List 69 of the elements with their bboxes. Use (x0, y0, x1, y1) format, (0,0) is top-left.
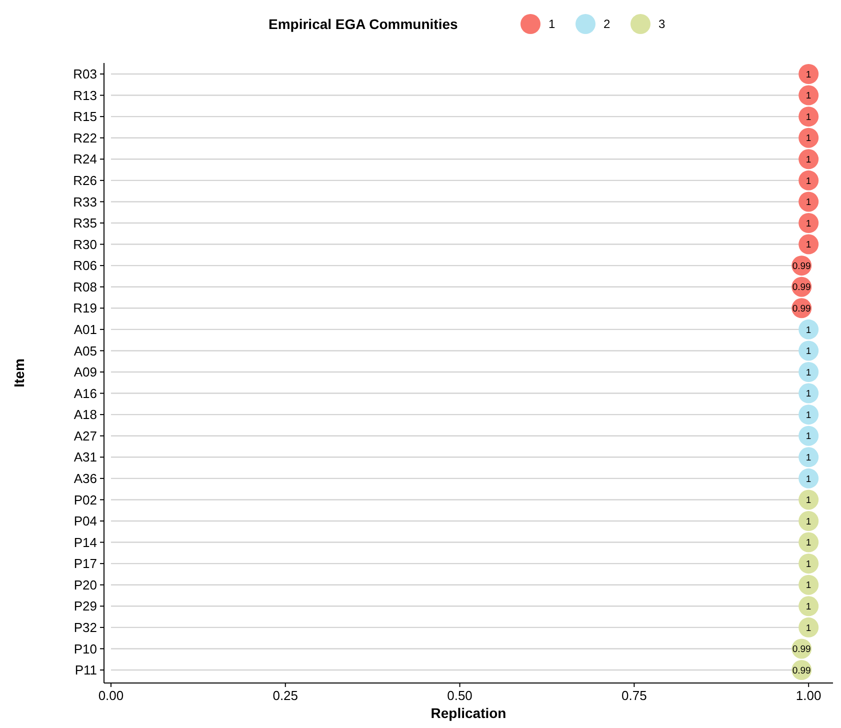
data-label: 1 (806, 346, 812, 358)
data-label: 1 (806, 601, 812, 612)
x-tick-label: 1.00 (796, 688, 822, 703)
y-tick-label: A31 (74, 450, 97, 465)
x-tick-label: 0.25 (272, 688, 298, 703)
y-tick-label: R35 (73, 216, 97, 231)
data-label: 1 (806, 622, 812, 634)
y-tick-label: R08 (73, 279, 97, 294)
legend-label: 1 (548, 17, 556, 32)
y-tick-label: A27 (74, 428, 97, 444)
y-tick-label: R26 (73, 172, 97, 188)
data-label: 1 (806, 133, 812, 144)
x-axis-title: Replication (430, 705, 506, 721)
y-tick-label: P14 (74, 534, 97, 550)
data-label: 1 (806, 69, 812, 80)
data-label: 1 (806, 410, 812, 421)
data-label: 1 (806, 580, 812, 592)
data-label: 1 (806, 218, 812, 230)
y-axis-title: Item (11, 358, 27, 388)
data-label: 0.99 (792, 260, 811, 272)
data-label: 1 (806, 176, 812, 187)
data-label: 0.99 (792, 665, 811, 676)
data-label: 1 (806, 240, 812, 251)
data-label: 0.99 (792, 282, 811, 294)
data-label: 1 (806, 452, 812, 464)
y-tick-label: R33 (73, 194, 97, 210)
legend-label: 2 (604, 17, 610, 32)
y-tick-label: A16 (74, 386, 97, 401)
y-tick-label: R03 (73, 66, 97, 82)
data-label: 1 (806, 388, 812, 400)
y-tick-label: P02 (74, 492, 97, 508)
data-label: 1 (806, 324, 812, 336)
data-label: 1 (806, 367, 812, 378)
y-tick-label: A09 (74, 364, 97, 380)
y-tick-label: A01 (74, 322, 97, 337)
data-label: 1 (806, 154, 812, 166)
data-label: 0.99 (792, 644, 811, 656)
y-tick-label: R13 (73, 88, 97, 103)
data-label: 1 (806, 474, 812, 485)
y-tick-label: P20 (74, 577, 97, 592)
y-tick-label: P04 (74, 514, 97, 529)
data-label: 1 (806, 431, 812, 442)
x-tick-label: 0.00 (98, 688, 124, 703)
data-label: 1 (806, 538, 812, 549)
y-tick-label: P10 (74, 641, 97, 656)
legend-title: Empirical EGA Communities (268, 16, 458, 32)
data-label: 1 (806, 90, 812, 102)
data-label: 1 (806, 495, 812, 506)
data-label: 1 (806, 197, 812, 208)
y-tick-label: R06 (73, 258, 97, 274)
data-label: 0.99 (792, 303, 811, 314)
y-tick-label: A36 (74, 470, 97, 486)
y-tick-label: P11 (74, 662, 97, 678)
data-label: 1 (806, 516, 812, 528)
data-label: 1 (806, 558, 812, 570)
y-tick-label: R24 (73, 152, 97, 167)
y-tick-label: R30 (73, 236, 97, 252)
y-tick-label: P17 (74, 556, 97, 572)
y-tick-label: R19 (73, 300, 97, 316)
y-tick-label: R22 (73, 130, 97, 146)
y-tick-label: R15 (73, 109, 97, 124)
y-tick-label: A18 (74, 407, 97, 422)
legend-label: 3 (658, 17, 666, 32)
x-tick-label: 0.50 (447, 688, 472, 703)
y-tick-label: P32 (74, 620, 97, 635)
y-tick-label: A05 (74, 343, 97, 358)
x-tick-label: 0.75 (622, 688, 647, 703)
y-tick-label: P29 (74, 598, 97, 614)
data-label: 1 (806, 112, 812, 123)
